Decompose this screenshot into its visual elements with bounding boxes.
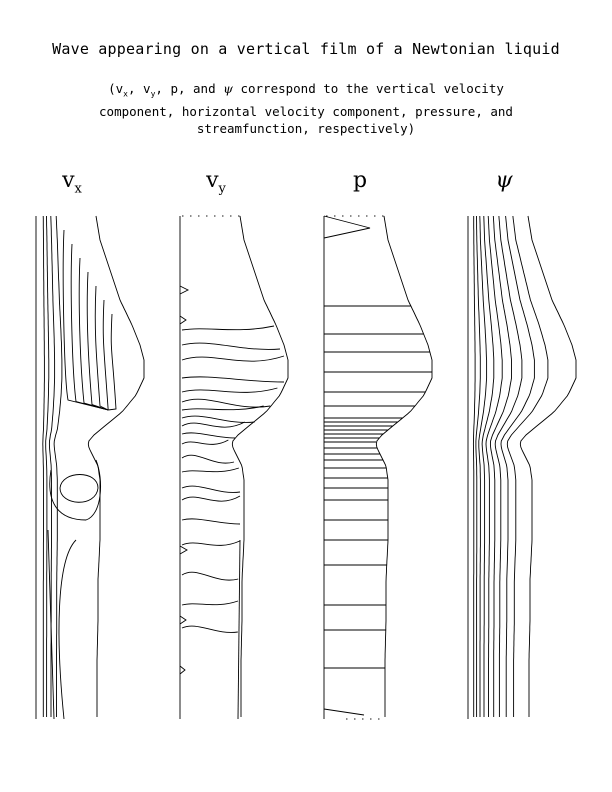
vy-contour-line bbox=[181, 454, 235, 464]
vx-contour-line bbox=[47, 529, 55, 720]
psi-streamline bbox=[481, 215, 495, 717]
vx-contour-line bbox=[94, 285, 109, 411]
vx-closed-contour bbox=[59, 474, 99, 503]
vy-wall-contour bbox=[179, 315, 187, 325]
panel-vy bbox=[179, 215, 289, 720]
vx-contour-line bbox=[108, 313, 117, 411]
vy-contour-line bbox=[181, 518, 241, 525]
psi-streamline bbox=[472, 216, 476, 717]
free-surface-line bbox=[375, 215, 433, 717]
p-contour-line bbox=[323, 215, 371, 239]
vy-contour-line bbox=[181, 405, 264, 411]
vx-contour-line bbox=[102, 299, 109, 411]
vy-contour-line bbox=[181, 540, 240, 546]
vy-contour-line bbox=[237, 539, 241, 720]
vx-contour-line bbox=[86, 271, 109, 411]
vy-contour-line bbox=[181, 376, 285, 383]
psi-streamline bbox=[506, 215, 549, 717]
vx-contour-line bbox=[53, 215, 63, 717]
vy-wall-contour bbox=[179, 285, 190, 295]
figure-subtitle: (vx, vy, p, and ψ correspond to the vert… bbox=[99, 81, 513, 136]
psi-streamline bbox=[489, 215, 512, 717]
psi-streamline bbox=[500, 215, 535, 717]
vy-wall-contour bbox=[179, 615, 187, 625]
psi-streamline bbox=[519, 215, 577, 717]
psi-streamline bbox=[494, 215, 523, 717]
panel-p bbox=[323, 215, 433, 720]
panel-label-vy: vy bbox=[206, 168, 226, 197]
vx-contour-line bbox=[49, 459, 101, 521]
panel-label-p: p bbox=[352, 168, 368, 193]
psi-streamline bbox=[475, 216, 481, 717]
vx-contour-line bbox=[78, 257, 109, 411]
panel-psi bbox=[467, 215, 577, 719]
vy-contour-line bbox=[181, 495, 241, 502]
vx-contour-line bbox=[42, 215, 45, 717]
vy-contour-line bbox=[181, 432, 236, 439]
vy-contour-line bbox=[181, 398, 271, 408]
vy-contour-line bbox=[181, 415, 255, 423]
vy-contour-line bbox=[181, 421, 246, 428]
vy-wall-contour bbox=[179, 665, 186, 675]
panel-label-vx: vx bbox=[62, 168, 82, 197]
p-contour-line bbox=[323, 708, 365, 716]
vy-contour-line bbox=[181, 571, 239, 581]
vx-contour-line bbox=[62, 229, 109, 411]
figure-title: Wave appearing on a vertical film of a N… bbox=[52, 40, 560, 58]
vy-contour-line bbox=[181, 387, 278, 393]
panel-vx bbox=[35, 215, 145, 720]
vy-wall-contour bbox=[179, 545, 188, 555]
vx-contour-line bbox=[70, 243, 109, 411]
vx-contour-line bbox=[58, 539, 77, 720]
vy-contour-line bbox=[181, 625, 238, 633]
free-surface-line bbox=[87, 215, 145, 717]
vy-contour-line bbox=[181, 600, 239, 606]
vy-contour-line bbox=[181, 355, 285, 362]
vy-contour-line bbox=[181, 485, 241, 493]
psi-streamline bbox=[485, 215, 503, 717]
vy-contour-line bbox=[181, 467, 240, 473]
vy-contour-line bbox=[181, 342, 281, 350]
panel-label-psi: ψ bbox=[495, 168, 513, 193]
psi-streamline bbox=[478, 215, 488, 717]
vy-contour-line bbox=[181, 439, 229, 445]
vx-contour-line bbox=[45, 216, 50, 717]
free-surface-line bbox=[231, 215, 289, 717]
vy-contour-line bbox=[181, 325, 275, 331]
